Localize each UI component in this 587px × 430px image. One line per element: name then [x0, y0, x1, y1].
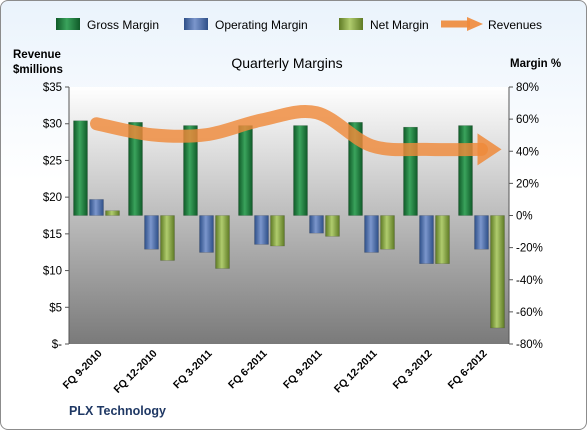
revenue-line — [90, 105, 488, 157]
category-label: FQ 6-2012 — [446, 348, 490, 392]
right-axis-ticks: -80% -60% -40% -20% 0% 20% 40% 60% 80% — [508, 82, 543, 351]
left-tick-label: $5 — [49, 302, 62, 314]
gross-margin-bar — [238, 125, 253, 216]
right-tick-label: -60% — [516, 307, 543, 319]
right-tick-label: 80% — [516, 82, 539, 94]
right-tick-label: 60% — [516, 114, 539, 126]
operating-margin-bar — [199, 215, 214, 253]
category-label: FQ 6-2011 — [226, 348, 270, 392]
gross-margin-bar — [403, 126, 418, 216]
left-tick-label: $30 — [43, 119, 62, 131]
legend-label-operating-margin: Operating Margin — [215, 18, 308, 32]
company-name: PLX Technology — [69, 404, 166, 418]
legend-swatch-revenues — [441, 17, 483, 31]
gross-margin-bar — [458, 125, 473, 216]
chart-title: Quarterly Margins — [231, 55, 342, 71]
net-margin-bar — [105, 210, 120, 216]
net-margin-bar — [160, 215, 175, 261]
legend: Gross Margin Operating Margin Net Margin… — [56, 17, 542, 32]
legend-swatch-net-margin — [339, 18, 363, 30]
operating-margin-bar — [89, 199, 104, 216]
category-labels: FQ 9-2010 FQ 12-2010 FQ 3-2011 FQ 6-2011 FQ … — [61, 348, 490, 396]
right-tick-label: 0% — [516, 211, 533, 223]
legend-swatch-operating-margin — [184, 18, 208, 30]
right-tick-label: -80% — [516, 339, 543, 351]
operating-margin-bar — [419, 215, 434, 264]
category-label: FQ 9-2010 — [61, 348, 105, 392]
left-axis-title-line1: Revenue — [13, 49, 61, 61]
left-tick-label: $- — [52, 339, 62, 351]
operating-margin-bar — [364, 215, 379, 253]
gross-margin-bar — [73, 120, 88, 216]
legend-swatch-gross-margin — [56, 18, 80, 30]
gross-margin-bar — [128, 122, 143, 216]
operating-margin-bar — [309, 215, 324, 234]
right-tick-label: 20% — [516, 178, 539, 190]
operating-margin-bar — [144, 215, 159, 250]
net-margin-bar — [435, 215, 450, 264]
right-axis-title: Margin % — [510, 58, 561, 70]
right-tick-label: -40% — [516, 275, 543, 287]
operating-margin-bar — [254, 215, 269, 245]
legend-label-net-margin: Net Margin — [370, 18, 429, 32]
left-tick-label: $35 — [43, 82, 62, 94]
net-margin-bar — [270, 215, 285, 247]
net-margin-bar — [380, 215, 395, 250]
right-tick-label: 40% — [516, 146, 539, 158]
net-margin-bar — [490, 215, 505, 329]
legend-label-gross-margin: Gross Margin — [87, 18, 159, 32]
revenue-line-layer — [90, 105, 502, 166]
category-label: FQ 12-2011 — [332, 348, 380, 396]
net-margin-bar — [215, 215, 230, 269]
legend-label-revenues: Revenues — [488, 18, 542, 32]
left-axis-title-line2: $millions — [13, 64, 63, 76]
operating-margin-bar — [474, 215, 489, 250]
gross-margin-bar — [293, 125, 308, 216]
category-label: FQ 3-2012 — [391, 348, 435, 392]
category-label: FQ 12-2010 — [112, 348, 160, 396]
gross-margin-bar — [183, 125, 198, 216]
revenue-line-arrowhead — [477, 133, 502, 166]
left-tick-label: $20 — [43, 192, 62, 204]
category-label: FQ 3-2011 — [171, 348, 215, 392]
right-tick-label: -20% — [516, 243, 543, 255]
left-tick-label: $15 — [43, 229, 62, 241]
left-tick-label: $10 — [43, 266, 62, 278]
category-label: FQ 9-2011 — [281, 348, 325, 392]
left-axis-ticks: $- $5 $10 $15 $20 $25 $30 $35 — [43, 82, 70, 351]
left-tick-label: $25 — [43, 155, 62, 167]
net-margin-bar — [325, 215, 340, 237]
